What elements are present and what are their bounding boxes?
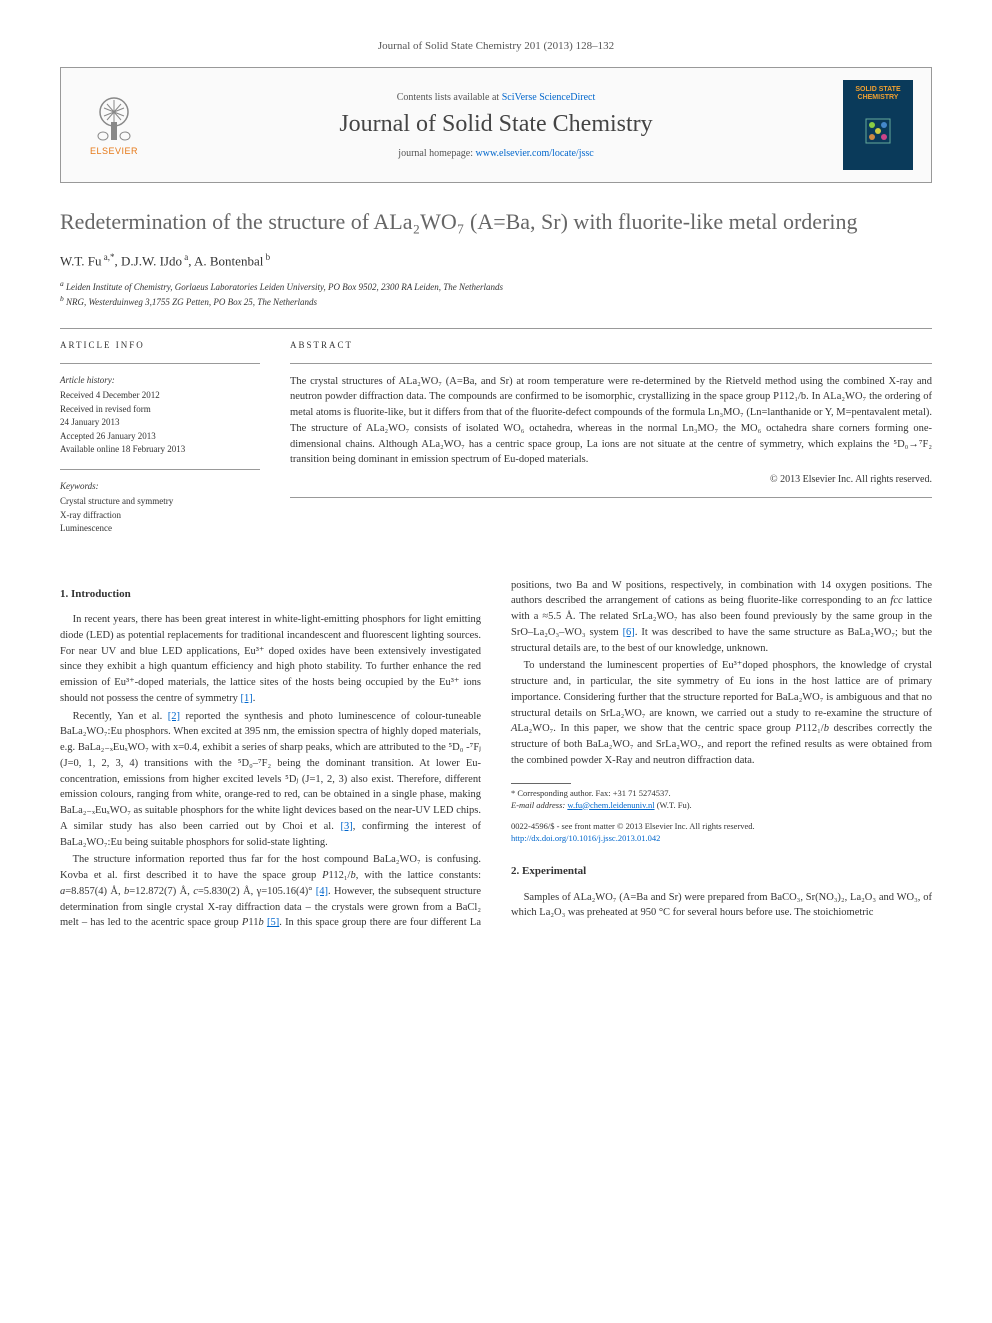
keywords-label: Keywords: xyxy=(60,480,260,494)
history-item: Available online 18 February 2013 xyxy=(60,443,260,457)
history-item: Received in revised form xyxy=(60,403,260,417)
citation-link[interactable]: [4] xyxy=(316,886,328,897)
keyword-item: Crystal structure and symmetry xyxy=(60,495,260,509)
affiliation-a: a Leiden Institute of Chemistry, Gorlaeu… xyxy=(60,279,932,294)
body-paragraph: In recent years, there has been great in… xyxy=(60,612,481,707)
section-1-title: 1. Introduction xyxy=(60,586,481,603)
section-2-title: 2. Experimental xyxy=(511,863,932,880)
article-info-column: ARTICLE INFO Article history: Received 4… xyxy=(60,339,260,548)
body-paragraph: To understand the luminescent properties… xyxy=(511,658,932,768)
cover-text-line2: CHEMISTRY xyxy=(858,94,899,102)
divider xyxy=(60,328,932,329)
citation-link[interactable]: [1] xyxy=(241,693,253,704)
journal-reference: Journal of Solid State Chemistry 201 (20… xyxy=(60,40,932,52)
doi-block: 0022-4596/$ - see front matter © 2013 El… xyxy=(511,821,932,845)
history-item: Accepted 26 January 2013 xyxy=(60,430,260,444)
front-matter-line: 0022-4596/$ - see front matter © 2013 El… xyxy=(511,821,932,833)
author-affil-sup: b xyxy=(263,252,270,262)
homepage-link[interactable]: www.elsevier.com/locate/jssc xyxy=(476,148,594,159)
email-link[interactable]: w.fu@chem.leidenuniv.nl xyxy=(567,800,654,810)
author-affil-sup: a xyxy=(182,252,188,262)
abstract-column: ABSTRACT The crystal structures of ALa₂W… xyxy=(290,339,932,548)
body-two-columns: 1. Introduction In recent years, there h… xyxy=(60,578,932,932)
doi-line: http://dx.doi.org/10.1016/j.jssc.2013.01… xyxy=(511,833,932,845)
contents-available-line: Contents lists available at SciVerse Sci… xyxy=(167,92,825,103)
article-title: Redetermination of the structure of ALa₂… xyxy=(60,208,932,237)
journal-header-box: ELSEVIER Contents lists available at Sci… xyxy=(60,67,932,183)
email-suffix: (W.T. Fu). xyxy=(655,800,692,810)
citation-link[interactable]: [2] xyxy=(168,711,180,722)
history-item: Received 4 December 2012 xyxy=(60,389,260,403)
corresponding-author-footnote: * Corresponding author. Fax: +31 71 5274… xyxy=(511,788,932,800)
doi-url-prefix[interactable]: http://dx.doi.org/ xyxy=(511,833,568,843)
doi-link[interactable]: 10.1016/j.jssc.2013.01.042 xyxy=(568,833,660,843)
footnote-block: * Corresponding author. Fax: +31 71 5274… xyxy=(511,783,932,846)
cover-text-line1: SOLID STATE xyxy=(855,86,900,94)
author-affil-sup: a,* xyxy=(102,252,115,262)
elsevier-tree-icon xyxy=(89,94,139,144)
elsevier-logo: ELSEVIER xyxy=(79,90,149,160)
history-item: 24 January 2013 xyxy=(60,416,260,430)
abstract-copyright: © 2013 Elsevier Inc. All rights reserved… xyxy=(290,472,932,487)
journal-cover-thumbnail: SOLID STATE CHEMISTRY xyxy=(843,80,913,170)
homepage-line: journal homepage: www.elsevier.com/locat… xyxy=(167,148,825,159)
affiliations: a Leiden Institute of Chemistry, Gorlaeu… xyxy=(60,279,932,308)
footnote-separator xyxy=(511,783,571,784)
keyword-item: Luminescence xyxy=(60,522,260,536)
article-history-block: Article history: Received 4 December 201… xyxy=(60,374,260,457)
sciencedirect-link[interactable]: SciVerse ScienceDirect xyxy=(502,92,596,103)
body-paragraph: Samples of ALa₂WO₇ (A=Ba and Sr) were pr… xyxy=(511,890,932,922)
abstract-heading: ABSTRACT xyxy=(290,339,932,353)
meta-abstract-row: ARTICLE INFO Article history: Received 4… xyxy=(60,339,932,548)
body-paragraph: Recently, Yan et al. [2] reported the sy… xyxy=(60,709,481,851)
contents-pre-text: Contents lists available at xyxy=(397,92,502,103)
citation-link[interactable]: [3] xyxy=(340,821,352,832)
keyword-item: X-ray diffraction xyxy=(60,509,260,523)
email-label: E-mail address: xyxy=(511,800,567,810)
divider xyxy=(60,469,260,470)
history-label: Article history: xyxy=(60,374,260,388)
authors-list: W.T. Fu a,*, D.J.W. IJdo a, A. Bontenbal… xyxy=(60,252,932,269)
homepage-pre-text: journal homepage: xyxy=(398,148,475,159)
divider xyxy=(60,363,260,364)
article-info-heading: ARTICLE INFO xyxy=(60,339,260,353)
header-center: Contents lists available at SciVerse Sci… xyxy=(167,92,825,159)
citation-link[interactable]: [5] xyxy=(267,917,279,928)
cover-graphic-icon xyxy=(858,111,898,151)
abstract-text: The crystal structures of ALa₂WO₇ (A=Ba,… xyxy=(290,374,932,469)
email-footnote: E-mail address: w.fu@chem.leidenuniv.nl … xyxy=(511,800,932,812)
elsevier-wordmark: ELSEVIER xyxy=(90,146,138,156)
affiliation-b: b NRG, Westerduinweg 3,1755 ZG Petten, P… xyxy=(60,294,932,309)
citation-link[interactable]: [6] xyxy=(623,627,635,638)
keywords-block: Keywords: Crystal structure and symmetry… xyxy=(60,480,260,536)
divider xyxy=(290,497,932,498)
journal-name: Journal of Solid State Chemistry xyxy=(167,111,825,138)
divider xyxy=(290,363,932,364)
